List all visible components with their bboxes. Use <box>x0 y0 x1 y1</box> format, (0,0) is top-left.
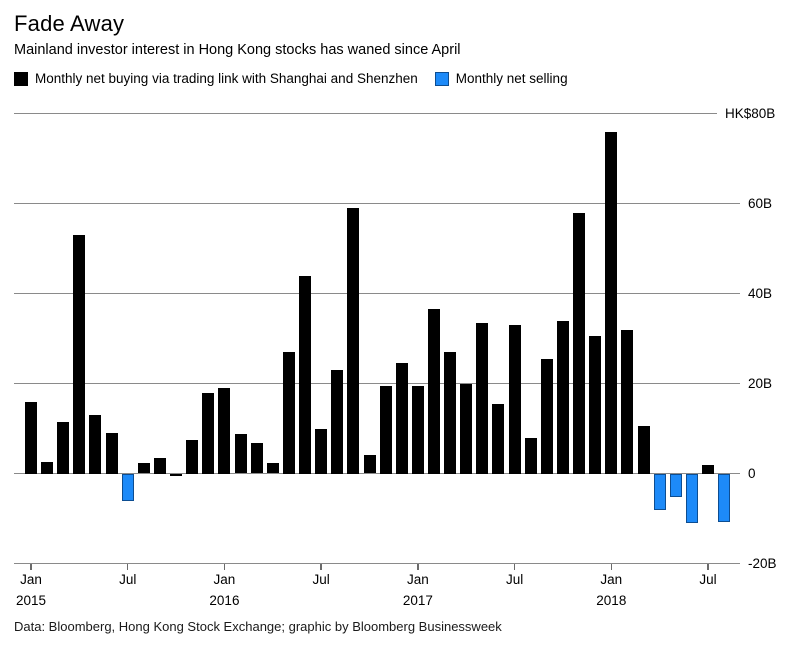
x-axis-month-label: Jul <box>119 572 137 587</box>
bar-aug-2018 <box>718 473 731 522</box>
bar-oct-2017 <box>556 320 569 474</box>
bar-aug-2015 <box>137 462 150 474</box>
page-title: Fade Away <box>14 11 125 36</box>
bar-aug-2017 <box>524 437 537 474</box>
gridline-0 <box>14 472 740 475</box>
y-axis-label--20: -20B <box>748 555 777 571</box>
bar-apr-2016 <box>266 462 279 474</box>
x-axis-tick-jul-5 <box>513 563 516 570</box>
legend-label-net-buying: Monthly net buying via trading link with… <box>35 71 418 86</box>
bar-apr-2015 <box>73 235 86 474</box>
x-axis-month-label: Jul <box>505 572 524 587</box>
bar-nov-2015 <box>186 439 199 474</box>
bar-feb-2017 <box>428 309 440 474</box>
bar-jan-2015 <box>25 401 37 474</box>
x-axis-month-label: Jul <box>312 572 330 587</box>
bar-jul-2015 <box>121 473 134 501</box>
y-axis-label-60: 60B <box>748 195 773 211</box>
x-axis-month-label: Jan <box>213 572 236 587</box>
bar-mar-2018 <box>637 426 650 474</box>
bar-feb-2015 <box>41 462 54 474</box>
bar-jun-2015 <box>105 433 118 474</box>
legend-label-net-selling: Monthly net selling <box>455 71 568 86</box>
bar-dec-2016 <box>395 363 408 474</box>
bar-feb-2018 <box>621 329 634 474</box>
legend-item-net-selling: Monthly net selling <box>434 71 568 86</box>
bar-apr-2017 <box>460 383 473 474</box>
x-axis-tick-jul-3 <box>320 563 322 570</box>
y-axis-label-40: 40B <box>748 285 773 301</box>
bar-sep-2017 <box>540 358 553 474</box>
page-subtitle: Mainland investor interest in Hong Kong … <box>14 42 461 58</box>
x-axis-tick-jul-7 <box>707 563 709 570</box>
bar-jun-2018 <box>685 473 698 523</box>
x-axis-tick-jan-2018 <box>610 563 613 570</box>
x-axis-month-label: Jan <box>406 572 429 587</box>
y-axis-label-80: HK$80B <box>725 105 776 121</box>
x-axis-month-label: Jan <box>600 572 623 587</box>
bar-jul-2016 <box>315 428 328 474</box>
bar-feb-2016 <box>234 433 247 474</box>
bar-sep-2016 <box>347 208 360 474</box>
x-axis-tick-jul-1 <box>126 563 129 570</box>
bar-nov-2017 <box>573 212 586 474</box>
gridline--20 <box>14 562 740 565</box>
bar-jul-2017 <box>508 325 521 474</box>
bar-jan-2017 <box>411 385 424 474</box>
x-axis-year-label: 2016 <box>209 593 240 608</box>
bar-jun-2016 <box>299 275 312 474</box>
bar-nov-2016 <box>379 385 392 474</box>
x-axis-month-label: Jul <box>699 572 717 587</box>
bar-jul-2018 <box>702 464 715 474</box>
bar-may-2015 <box>89 415 102 474</box>
x-axis-year-label: 2018 <box>596 593 627 608</box>
gridline-40 <box>14 292 740 295</box>
x-axis-tick-jan-2017 <box>417 563 419 570</box>
legend-swatch-blue-icon <box>434 71 449 86</box>
bar-jun-2017 <box>492 403 505 474</box>
y-axis-label-0: 0 <box>748 465 756 481</box>
y-axis-label-20: 20B <box>748 375 773 391</box>
bar-apr-2018 <box>653 473 666 510</box>
legend-swatch-black-icon <box>14 71 28 86</box>
bar-aug-2016 <box>331 370 344 474</box>
legend-item-net-buying: Monthly net buying via trading link with… <box>14 71 418 86</box>
bar-mar-2015 <box>57 421 70 474</box>
bar-jan-2016 <box>218 388 231 474</box>
bar-dec-2015 <box>202 392 215 474</box>
bar-dec-2017 <box>589 336 602 474</box>
x-axis-month-label: Jan <box>20 572 42 587</box>
gridline-80 <box>14 112 717 115</box>
x-axis-year-label: 2015 <box>15 593 47 608</box>
x-axis-tick-jan-2015 <box>30 563 32 570</box>
bar-may-2017 <box>476 322 489 474</box>
bar-sep-2015 <box>153 457 166 474</box>
bar-jan-2018 <box>605 131 618 474</box>
chart-legend: Monthly net buying via trading link with… <box>14 71 568 86</box>
source-note: Data: Bloomberg, Hong Kong Stock Exchang… <box>14 619 502 634</box>
bar-mar-2017 <box>444 352 457 474</box>
x-axis-year-label: 2017 <box>402 593 433 608</box>
bar-oct-2015 <box>170 473 183 476</box>
bar-may-2016 <box>282 352 295 474</box>
gridline-20 <box>14 382 740 385</box>
bar-oct-2016 <box>363 454 376 474</box>
bar-mar-2016 <box>250 442 263 474</box>
gridline-60 <box>14 202 740 205</box>
bar-may-2018 <box>669 473 682 497</box>
x-axis-tick-jan-2016 <box>223 563 226 570</box>
